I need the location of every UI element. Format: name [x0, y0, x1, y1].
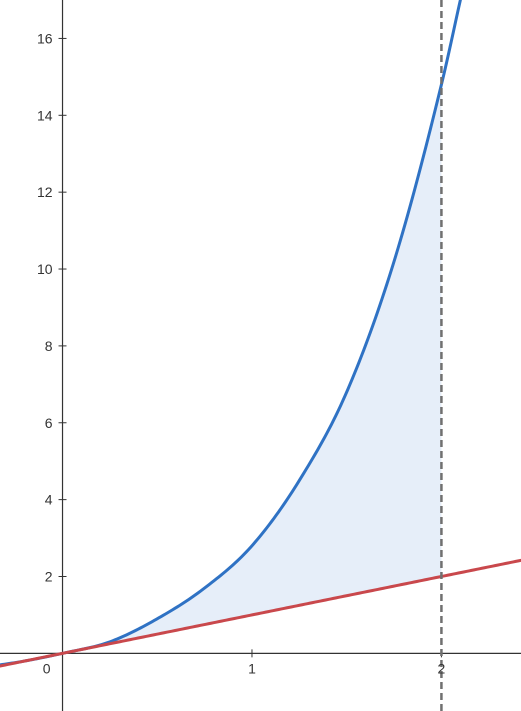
y-tick-label: 16 — [37, 30, 53, 46]
y-tick-label: 10 — [37, 261, 53, 277]
x-tick-label: 1 — [248, 660, 256, 676]
shaded-area — [62, 84, 442, 654]
y-tick-label: 4 — [45, 492, 53, 508]
y-tick-label: 8 — [45, 338, 53, 354]
y-tick-label: 2 — [45, 568, 53, 584]
y-tick-label: 12 — [37, 184, 53, 200]
x-tick-label: 2 — [438, 660, 446, 676]
origin-label: 0 — [43, 660, 51, 676]
y-tick-label: 6 — [45, 415, 53, 431]
y-tick-label: 14 — [37, 107, 53, 123]
series-line-2 — [0, 558, 521, 668]
